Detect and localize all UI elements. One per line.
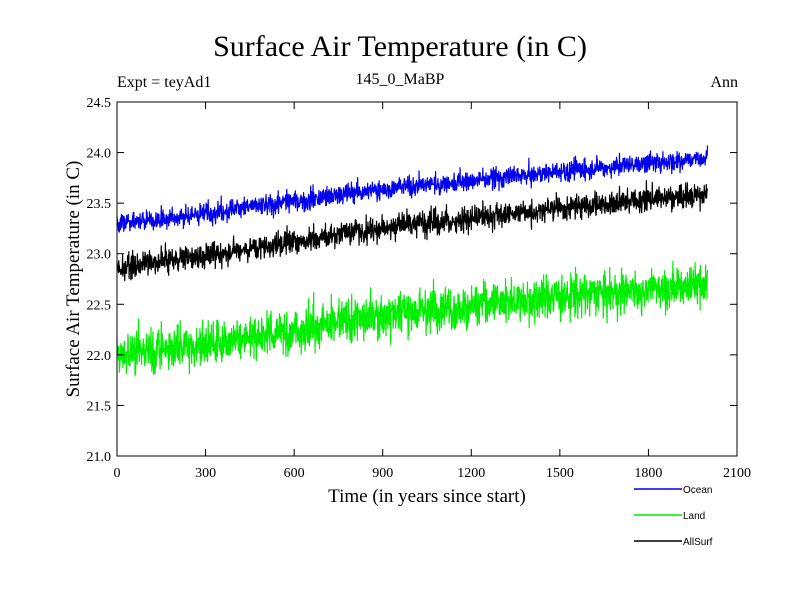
y-tick-label: 21.0 (87, 450, 112, 465)
axis-layer: 0 300 600 900 1200 1500 1800 2100 21.0 21.5 22.0 22… (87, 96, 752, 481)
x-tick-label: 600 (284, 466, 305, 481)
season-label: Ann (710, 74, 738, 91)
x-tick-label: 1200 (457, 466, 485, 481)
legend-label-allsurf: AllSurf (683, 537, 713, 548)
x-tick-label: 900 (372, 466, 393, 481)
series-line-land (116, 260, 709, 377)
x-tick-label: 1800 (634, 466, 662, 481)
x-tick-label: 2100 (723, 466, 751, 481)
legend: Ocean Land AllSurf (634, 485, 713, 548)
x-axis-label: Time (in years since start) (328, 486, 526, 507)
y-tick-label: 23.5 (87, 197, 112, 212)
legend-label-ocean: Ocean (683, 485, 712, 496)
y-tick-label: 22.0 (87, 349, 112, 364)
chart-subtitle: 145_0_MaBP (355, 71, 445, 88)
plot-frame (116, 101, 738, 457)
series-line-ocean (116, 145, 709, 233)
series-layer (116, 145, 709, 377)
y-tick-label: 23.0 (87, 248, 112, 263)
chart-title: Surface Air Temperature (in C) (213, 30, 587, 63)
series-line-allsurf (116, 180, 709, 282)
experiment-label: Expt = teyAd1 (117, 74, 212, 91)
x-tick-label: 1500 (546, 466, 574, 481)
y-tick-label: 24.5 (87, 96, 112, 111)
x-tick-label: 300 (195, 466, 216, 481)
y-tick-label: 24.0 (87, 147, 112, 162)
x-tick-label: 0 (114, 466, 121, 481)
y-tick-label: 22.5 (87, 298, 112, 313)
legend-label-land: Land (683, 511, 705, 522)
y-tick-label: 21.5 (87, 399, 112, 414)
